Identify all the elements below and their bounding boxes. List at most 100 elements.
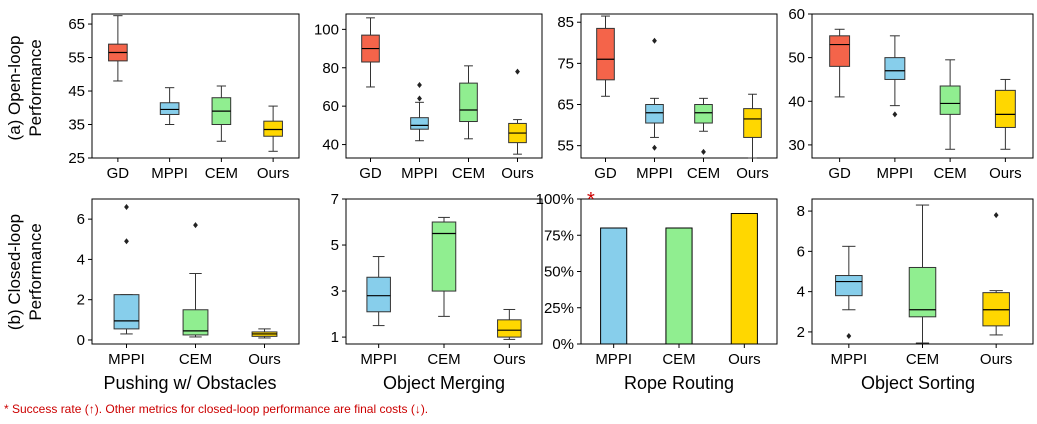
box-mppi <box>884 35 906 118</box>
x-tick-label-gd: GD <box>594 165 617 182</box>
box-iqr <box>743 108 762 138</box>
box-mppi <box>835 245 863 339</box>
x-tick-label-mppi: MPPI <box>401 165 438 182</box>
x-tick-label-gd: GD <box>359 165 382 182</box>
box-iqr <box>939 85 961 115</box>
box-iqr <box>829 35 851 67</box>
y-tick-label: 1 <box>331 329 339 346</box>
y-tick-label: 75% <box>544 227 574 244</box>
box-iqr <box>908 266 937 318</box>
y-tick-label: 50% <box>544 264 574 281</box>
y-tick-label: 8 <box>797 203 805 220</box>
box-gd <box>361 17 380 88</box>
footnote: * Success rate (↑). Other metrics for cl… <box>4 402 428 416</box>
y-tick-label: 45 <box>68 83 85 100</box>
x-tick-label-ours: Ours <box>980 351 1013 368</box>
task-label-rope: Rope Routing <box>624 373 734 393</box>
x-tick-label-ours: Ours <box>248 351 281 368</box>
x-tick-label-ours: Ours <box>501 165 534 182</box>
x-tick-label-cem: CEM <box>906 351 939 368</box>
box-mppi <box>410 82 429 142</box>
box-cem <box>694 97 713 155</box>
y-tick-label: 0% <box>552 336 574 353</box>
box-ours <box>994 78 1016 150</box>
box-iqr <box>884 57 906 80</box>
y-tick-label: 5 <box>331 237 339 254</box>
y-tick-label: 3 <box>331 283 339 300</box>
y-tick-label: 6 <box>797 243 805 260</box>
panel-open-rope-routing: 55 65 75 85 GD MPPI CEM Ours <box>557 13 778 182</box>
outlier-point <box>124 238 129 245</box>
box-cem <box>908 204 937 344</box>
box-iqr <box>596 27 615 81</box>
y-tick-label: 85 <box>557 14 574 31</box>
x-tick-label-ours: Ours <box>257 165 290 182</box>
box-iqr <box>366 276 391 313</box>
box-mppi <box>113 204 140 335</box>
y-tick-label: 100% <box>536 191 574 208</box>
x-tick-label-ours: Ours <box>728 351 761 368</box>
y-tick-label: 7 <box>331 191 339 208</box>
row-label-closed-1: (b) Closed-loop <box>5 214 24 330</box>
box-cem <box>211 85 232 142</box>
box-ours <box>508 68 527 155</box>
box-gd <box>829 28 851 98</box>
outlier-point <box>652 37 657 44</box>
y-tick-label: 50 <box>788 50 805 67</box>
x-tick-label-mppi: MPPI <box>636 165 673 182</box>
axes-frame <box>345 13 543 159</box>
box-ours <box>263 105 283 152</box>
outlier-point <box>652 144 657 151</box>
x-tick-label-cem: CEM <box>205 165 238 182</box>
y-tick-label: 6 <box>77 211 85 228</box>
axes-frame <box>811 13 1034 159</box>
y-tick-label: 80 <box>322 60 339 77</box>
x-tick-label-mppi: MPPI <box>360 351 397 368</box>
box-mppi <box>159 87 180 126</box>
x-tick-label-ours: Ours <box>736 165 769 182</box>
outlier-point <box>193 222 198 229</box>
box-cem <box>182 222 209 338</box>
y-tick-label: 55 <box>68 50 85 67</box>
y-tick-label: 60 <box>788 6 805 23</box>
bar-ours <box>730 213 758 345</box>
panel-open-pushing-w-obstacles: 25 35 45 55 65 GD MPPI CEM Ours <box>68 13 300 182</box>
x-tick-label-gd: GD <box>828 165 851 182</box>
box-iqr <box>694 104 713 124</box>
outlier-point <box>515 68 520 75</box>
y-tick-label: 25 <box>68 150 85 167</box>
y-tick-label: 30 <box>788 137 805 154</box>
box-mppi <box>645 37 664 151</box>
x-tick-label-cem: CEM <box>662 351 695 368</box>
axes-frame <box>580 13 778 159</box>
box-cem <box>459 65 478 140</box>
outlier-point <box>846 332 852 339</box>
x-tick-label-ours: Ours <box>989 165 1022 182</box>
row-labels: (a) Open-loop Performance (b) Closed-loo… <box>5 36 45 331</box>
box-ours <box>743 93 762 159</box>
y-tick-label: 4 <box>77 251 85 268</box>
y-tick-label: 2 <box>77 292 85 309</box>
y-tick-label: 75 <box>557 55 574 72</box>
box-iqr <box>410 117 429 130</box>
y-tick-label: 60 <box>322 98 339 115</box>
outlier-point <box>701 148 706 155</box>
box-iqr <box>497 319 522 338</box>
box-iqr <box>994 89 1016 128</box>
task-label-sorting: Object Sorting <box>861 373 975 393</box>
task-label-merging: Object Merging <box>383 373 505 393</box>
x-tick-label-mppi: MPPI <box>595 351 632 368</box>
bar-cem <box>665 227 693 345</box>
panel-open-object-sorting: 30 40 50 60 GD MPPI CEM Ours <box>788 6 1034 182</box>
box-ours <box>251 328 278 339</box>
row-label-open-1: (a) Open-loop <box>5 36 24 141</box>
outlier-point <box>417 95 422 102</box>
bar-mppi <box>600 227 628 345</box>
y-tick-label: 4 <box>797 284 805 301</box>
box-iqr <box>835 275 863 297</box>
y-tick-label: 65 <box>68 16 85 33</box>
y-tick-label: 100 <box>314 21 339 38</box>
x-tick-label-cem: CEM <box>427 351 460 368</box>
y-tick-label: 0 <box>77 332 85 349</box>
